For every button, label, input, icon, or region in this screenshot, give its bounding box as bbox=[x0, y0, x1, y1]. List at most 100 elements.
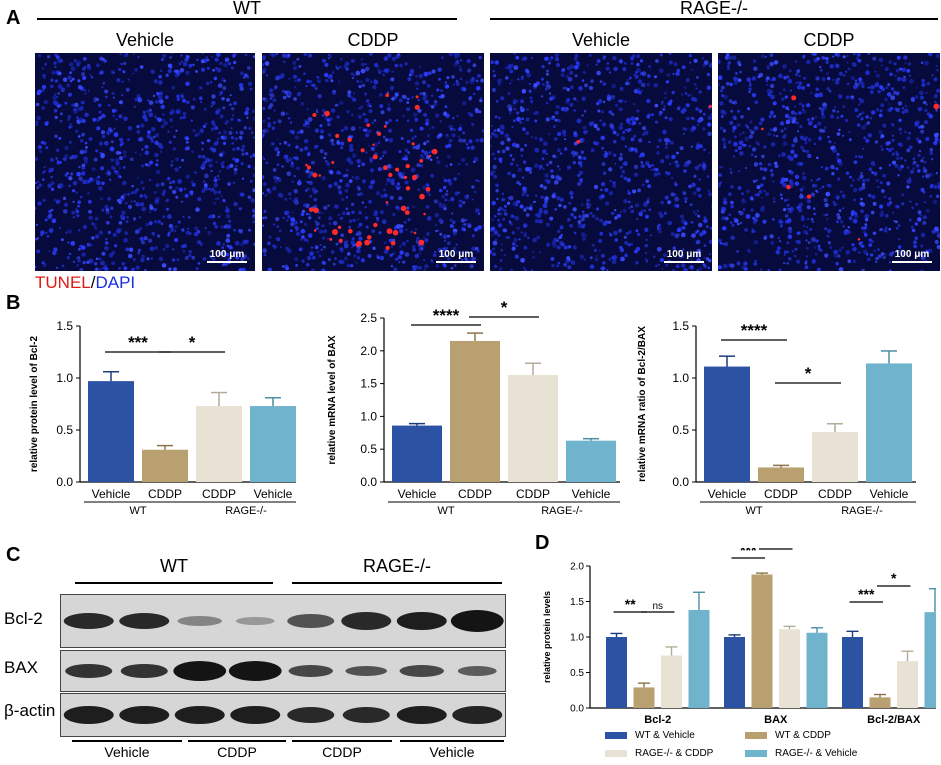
y-axis-label: relative protein level of Bcl-2 bbox=[29, 335, 40, 472]
bar bbox=[392, 425, 442, 482]
rage-group-line bbox=[490, 18, 938, 20]
significance-label: *** bbox=[858, 586, 875, 602]
blot-wt-label: WT bbox=[160, 556, 188, 576]
blot-band bbox=[228, 661, 282, 681]
micrograph-texture bbox=[35, 53, 255, 271]
y-tick-label: 1.0 bbox=[672, 371, 689, 385]
y-tick-label: 0.0 bbox=[570, 704, 584, 715]
legend-item-rage-vehicle: RAGE-/- & Vehicle bbox=[745, 748, 857, 759]
tunel-positive-cells bbox=[576, 104, 712, 144]
blot-band bbox=[287, 707, 335, 723]
x-tick-label: BAX bbox=[764, 714, 788, 726]
y-axis-label: relative protein levels bbox=[542, 591, 552, 683]
blot-lane-line-1 bbox=[72, 740, 182, 742]
blot-lane-line-3 bbox=[292, 740, 392, 742]
chart-bax-mrna: relative mRNA level of BAX 0.0 0.5 1.0 1.5 2.… bbox=[327, 300, 620, 517]
blot-band bbox=[235, 617, 275, 625]
bar bbox=[704, 366, 750, 482]
blot-band bbox=[65, 664, 113, 678]
blot-band bbox=[230, 706, 281, 724]
blot-band bbox=[452, 706, 503, 724]
col-label-rage-vehicle: Vehicle bbox=[571, 30, 631, 50]
tunel-positive-cells bbox=[761, 95, 940, 241]
scale-label: 100 μm bbox=[209, 249, 245, 260]
y-axis-label: relative mRNA ratio of Bcl-2/BAX bbox=[637, 326, 648, 482]
micrograph-rage-vehicle: 100 μm bbox=[490, 53, 712, 271]
x-tick-label: CDDP bbox=[764, 487, 798, 501]
bar bbox=[866, 363, 912, 482]
group-label: WT bbox=[437, 505, 454, 517]
bar bbox=[250, 406, 296, 482]
legend-swatch bbox=[745, 731, 767, 739]
legend-swatch bbox=[745, 749, 767, 757]
rage-group-label: RAGE-/- bbox=[679, 0, 748, 18]
significance-label: *** bbox=[128, 333, 148, 352]
y-tick-label: 0.5 bbox=[570, 668, 584, 679]
bar bbox=[779, 629, 800, 708]
significance-label: ns bbox=[652, 601, 663, 612]
bar bbox=[806, 632, 828, 708]
blot-lane-label-2: CDDP bbox=[217, 744, 257, 760]
y-tick-label: 0.0 bbox=[56, 475, 73, 489]
bar bbox=[869, 697, 891, 708]
blot-row-label-bactin: β-actin bbox=[4, 701, 56, 720]
group-label: RAGE-/- bbox=[841, 505, 883, 517]
x-tick-label: Vehicle bbox=[254, 487, 293, 501]
significance-label: ** bbox=[625, 596, 636, 612]
group-label: WT bbox=[745, 505, 762, 517]
legend-label: WT & Vehicle bbox=[635, 730, 695, 741]
y-tick-label: 1.5 bbox=[56, 319, 73, 333]
blot-band bbox=[450, 610, 504, 632]
y-tick-label: 1.0 bbox=[56, 371, 73, 385]
blot-lane-label-3: CDDP bbox=[322, 744, 362, 760]
blot-lane-line-2 bbox=[188, 740, 286, 742]
dapi-nuclei bbox=[718, 53, 940, 271]
scale-bar: 100 μm bbox=[892, 249, 932, 263]
bar bbox=[633, 687, 655, 708]
wt-group-line bbox=[37, 18, 457, 20]
legend-item-wt-vehicle: WT & Vehicle bbox=[605, 730, 695, 741]
dapi-nuclei bbox=[35, 53, 255, 271]
significance-label: *** bbox=[740, 548, 757, 558]
scale-bar: 100 μm bbox=[207, 249, 247, 263]
blot-row-label-bax: BAX bbox=[4, 658, 39, 677]
x-tick-label: Vehicle bbox=[870, 487, 909, 501]
blot-wt-line bbox=[75, 582, 273, 584]
y-tick-label: 1.5 bbox=[360, 377, 377, 391]
col-label-rage-cddp: CDDP bbox=[803, 30, 855, 50]
y-tick-label: 1.0 bbox=[570, 633, 584, 644]
x-tick-label: Bcl-2/BAX bbox=[867, 714, 921, 726]
chart-d-legend: WT & Vehicle WT & CDDP RAGE-/- & CDDP RA… bbox=[605, 728, 935, 764]
y-tick-label: 2.0 bbox=[570, 562, 584, 573]
legend-swatch bbox=[605, 731, 627, 739]
blot-lane-label-1: Vehicle bbox=[104, 744, 150, 760]
chart-bcl2-bax-ratio: relative mRNA ratio of Bcl-2/BAX 0.0 0.5 1.… bbox=[637, 319, 916, 517]
blot-strip-bactin bbox=[60, 693, 506, 737]
col-label-wt-vehicle: Vehicle bbox=[115, 30, 175, 50]
y-tick-label: 0.5 bbox=[672, 423, 689, 437]
y-tick-label: 1.5 bbox=[570, 597, 584, 608]
bar bbox=[606, 637, 627, 708]
blot-band bbox=[396, 706, 447, 724]
blot-band bbox=[63, 613, 114, 629]
blot-band bbox=[119, 613, 170, 629]
y-axis-label: relative mRNA level of BAX bbox=[327, 335, 338, 464]
bar bbox=[450, 340, 500, 482]
blot-rage-label: RAGE-/- bbox=[362, 556, 431, 576]
blot-band bbox=[396, 612, 447, 630]
micrograph-rage-cddp: 100 μm bbox=[718, 53, 940, 271]
x-tick-label: CDDP bbox=[458, 487, 492, 501]
blot-band bbox=[173, 661, 227, 681]
blot-band bbox=[63, 706, 114, 724]
bar bbox=[724, 637, 745, 708]
blot-rage-line bbox=[292, 582, 502, 584]
y-tick-label: 0.5 bbox=[360, 442, 377, 456]
blot-band bbox=[288, 665, 333, 677]
significance-label: * bbox=[189, 333, 196, 352]
blot-band bbox=[119, 706, 170, 724]
panel-d-letter: D bbox=[535, 532, 550, 554]
x-tick-label: CDDP bbox=[516, 487, 550, 501]
panel-b-letter: B bbox=[6, 292, 21, 314]
blot-bands bbox=[65, 661, 497, 681]
blot-band bbox=[342, 707, 390, 723]
